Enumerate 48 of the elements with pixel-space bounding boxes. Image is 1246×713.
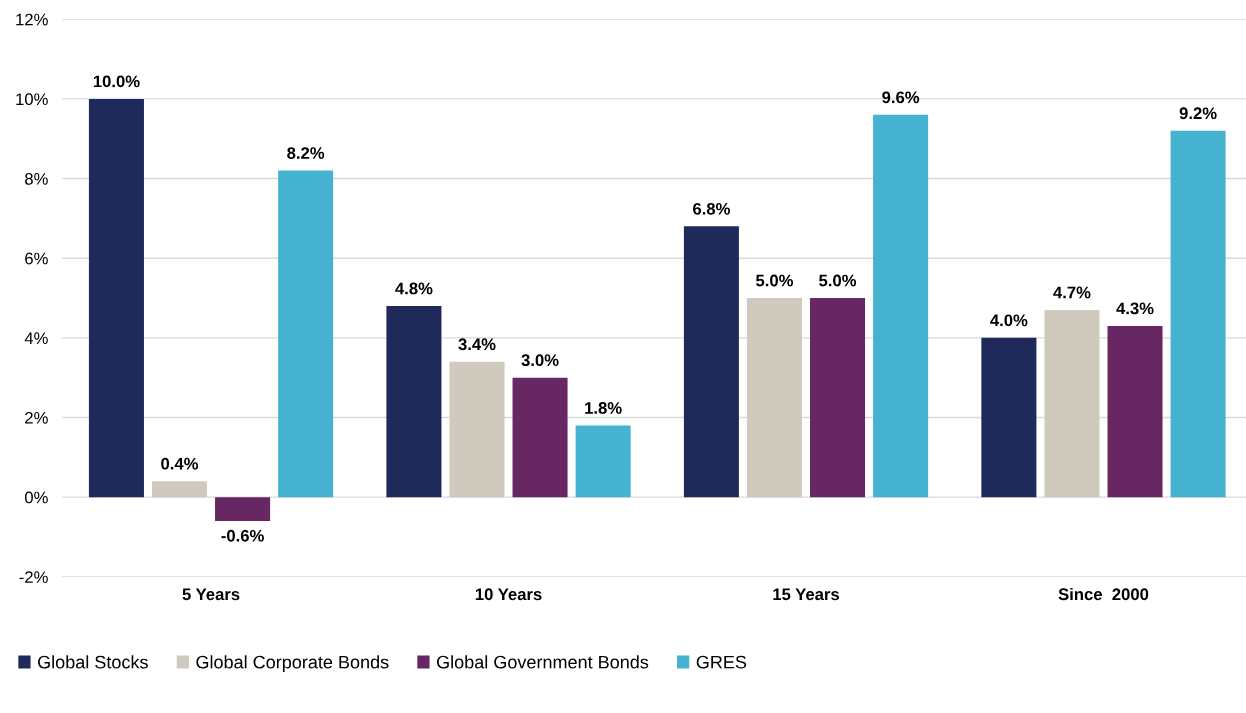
data-label: 4.0% <box>990 314 1028 327</box>
data-label: 4.3% <box>1116 302 1154 315</box>
bar <box>386 306 442 498</box>
bar <box>151 481 208 498</box>
y-tick-label: 8% <box>25 172 48 185</box>
bar <box>873 114 929 498</box>
y-tick-label: 0% <box>24 491 48 504</box>
bar <box>746 298 802 498</box>
data-label: 1.8% <box>585 402 622 414</box>
y-tick-label: 6% <box>25 252 48 265</box>
data-label: 8.2% <box>287 147 325 159</box>
data-label: 3.4% <box>458 338 496 351</box>
legend-label: Global Stocks <box>38 655 148 669</box>
x-tick-label: 10 Years <box>475 588 542 601</box>
bar <box>683 226 739 498</box>
data-label: 9.2% <box>1179 107 1217 120</box>
bar <box>512 377 568 498</box>
x-tick-label: 5 Years <box>182 588 240 601</box>
bar <box>1044 309 1100 498</box>
data-label: 6.8% <box>693 202 730 215</box>
bar <box>1107 325 1163 498</box>
bar <box>981 337 1037 498</box>
y-tick-label: 12% <box>16 13 48 26</box>
data-label: 5.0% <box>755 274 794 287</box>
bar <box>1170 130 1226 498</box>
bar <box>278 170 334 498</box>
data-label: 10.0% <box>93 75 140 88</box>
bar <box>215 497 271 522</box>
data-label: 3.0% <box>521 354 559 367</box>
legend-label: GRES <box>696 655 747 669</box>
x-tick-label: Since 2000 <box>1058 587 1149 601</box>
bar <box>810 298 866 498</box>
data-label: -0.6% <box>221 529 264 542</box>
data-label: 0.4% <box>161 457 199 470</box>
bar <box>88 98 144 498</box>
y-tick-label: 4% <box>24 332 48 344</box>
legend-label: Global Corporate Bonds <box>196 655 389 673</box>
x-tick-label: 15 Years <box>773 588 840 601</box>
y-tick-label: -2% <box>19 571 48 583</box>
y-tick-label: 2% <box>25 411 48 424</box>
bar <box>449 361 505 498</box>
y-tick-label: 10% <box>16 93 48 106</box>
bar <box>575 425 631 498</box>
data-label: 4.7% <box>1053 286 1091 299</box>
data-label: 5.0% <box>819 274 857 287</box>
data-label: 9.6% <box>882 91 920 104</box>
legend-label: Global Government Bonds <box>436 655 649 669</box>
data-label: 4.8% <box>395 282 433 295</box>
